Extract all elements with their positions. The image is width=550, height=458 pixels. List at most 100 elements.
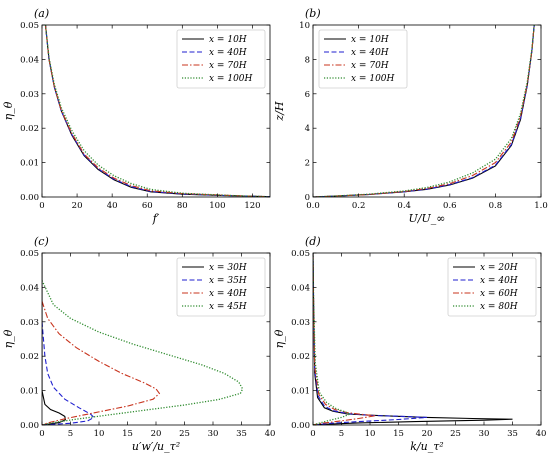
legend-entry: x = 35H — [209, 276, 247, 286]
legend-entry: x = 80H — [480, 302, 518, 312]
axes-frame — [41, 24, 271, 198]
legend-entry: x = 100H — [209, 74, 253, 84]
x-axis-label: u′w′/u_τ² — [132, 440, 180, 453]
y-tick-label: 0.03 — [20, 90, 39, 100]
legend-entry: x = 60H — [480, 289, 518, 299]
series-group — [42, 253, 244, 425]
legend-entry: x = 70H — [209, 61, 247, 71]
y-tick-label: 8 — [305, 55, 310, 65]
series-group — [44, 25, 270, 197]
y-tick-label: 10 — [299, 21, 310, 31]
y-axis-label: η_θ — [2, 101, 15, 120]
x-tick-label: 35 — [507, 429, 518, 439]
legend-entry: x = 30H — [209, 263, 247, 273]
legend: x = 10H x = 40H x = 70H x = 100H — [176, 29, 266, 89]
y-tick-label: 0.04 — [20, 283, 39, 293]
y-tick-label: 6 — [305, 90, 310, 100]
y-tick-label: 0.02 — [20, 124, 39, 134]
legend-box — [318, 29, 408, 89]
series-line-2 — [313, 253, 428, 425]
series-line-3 — [313, 253, 376, 425]
x-tick-label: 0.6 — [443, 201, 457, 211]
x-tick-label: 0.8 — [489, 201, 503, 211]
x-tick-label: 0 — [39, 201, 44, 211]
y-tick-label: 0.04 — [291, 283, 310, 293]
legend-entry: x = 40H — [209, 289, 247, 299]
y-tick-label: 0.02 — [291, 352, 310, 362]
legend-entry: x = 40H — [480, 276, 518, 286]
x-tick-label: 0.0 — [306, 201, 320, 211]
legend-entry: x = 40H — [351, 48, 389, 58]
x-tick-label: 40 — [536, 429, 547, 439]
panel-label: (d) — [305, 235, 321, 248]
x-axis-label: k/u_τ² — [410, 440, 443, 453]
y-tick-label: 0.05 — [291, 249, 310, 259]
legend-entry: x = 20H — [480, 263, 518, 273]
y-tick-label: 2 — [305, 159, 310, 169]
x-tick-label: 10 — [365, 429, 376, 439]
panel-1: 0 20 40 60 80 100 120 0.00 0.01 0.02 0.03 0.04 0.05(… — [2, 7, 271, 225]
x-tick-label: 30 — [479, 429, 490, 439]
y-tick-label: 0.02 — [20, 352, 39, 362]
y-tick-label: 0.05 — [20, 21, 39, 31]
x-tick-label: 25 — [179, 429, 190, 439]
x-tick-label: 20 — [72, 201, 83, 211]
series-line-3 — [44, 25, 270, 197]
x-tick-label: 0 — [39, 429, 44, 439]
series-line-3 — [42, 301, 161, 425]
x-tick-label: 30 — [208, 429, 219, 439]
panel-label: (c) — [34, 235, 49, 248]
series-group — [313, 25, 535, 197]
y-axis-label: η_θ — [2, 329, 15, 348]
legend-box — [176, 29, 266, 89]
axes-frame — [312, 24, 542, 198]
y-tick-label: 0 — [305, 193, 310, 203]
x-tick-label: 40 — [107, 201, 118, 211]
x-tick-label: 100 — [209, 201, 225, 211]
legend-entry: x = 10H — [209, 35, 247, 45]
series-line-4 — [313, 25, 535, 197]
x-axis-label: U/U_∞ — [409, 212, 446, 225]
legend-entry: x = 40H — [209, 48, 247, 58]
legend: x = 30H x = 35H x = 40H x = 45H — [176, 257, 266, 317]
series-line-3 — [313, 25, 535, 197]
series-group — [313, 253, 513, 425]
panel-3: 0 5 10 15 20 25 30 35 40 0.00 0.01 0.02 0.03 0.04 0.05… — [2, 235, 275, 453]
y-axis-label: η_θ — [273, 329, 286, 348]
x-tick-label: 0 — [310, 429, 315, 439]
legend-box — [176, 257, 266, 317]
x-tick-label: 25 — [450, 429, 461, 439]
x-tick-label: 15 — [393, 429, 404, 439]
x-tick-label: 15 — [122, 429, 133, 439]
legend: x = 10H x = 40H x = 70H x = 100H — [318, 29, 408, 89]
x-tick-label: 20 — [422, 429, 433, 439]
legend: x = 20H x = 40H x = 60H x = 80H — [447, 257, 537, 317]
y-tick-label: 0.05 — [20, 249, 39, 259]
y-tick-label: 0.00 — [291, 421, 310, 431]
y-tick-label: 0.04 — [20, 55, 39, 65]
x-tick-label: 10 — [94, 429, 105, 439]
legend-entry: x = 10H — [351, 35, 389, 45]
y-tick-label: 0.01 — [291, 387, 310, 397]
series-line-4 — [42, 280, 244, 425]
x-tick-label: 80 — [177, 201, 188, 211]
legend-entry: x = 70H — [351, 61, 389, 71]
y-tick-label: 4 — [305, 124, 310, 134]
x-tick-label: 60 — [142, 201, 153, 211]
legend-entry: x = 100H — [351, 74, 395, 84]
y-axis-label: z/H — [273, 101, 286, 122]
panel-label: (a) — [34, 7, 49, 20]
y-tick-label: 0.03 — [20, 318, 39, 328]
series-line-1 — [42, 253, 67, 425]
panel-4: 0 5 10 15 20 25 30 35 40 0.00 0.01 0.02 0.03 0.04 0.05… — [273, 235, 546, 453]
x-tick-label: 20 — [151, 429, 162, 439]
series-line-2 — [44, 25, 270, 197]
x-tick-label: 5 — [339, 429, 344, 439]
x-tick-label: 120 — [244, 201, 260, 211]
y-tick-label: 0.03 — [291, 318, 310, 328]
y-tick-label: 0.00 — [20, 421, 39, 431]
x-tick-label: 40 — [265, 429, 276, 439]
x-tick-label: 0.4 — [397, 201, 411, 211]
x-tick-label: 5 — [68, 429, 73, 439]
